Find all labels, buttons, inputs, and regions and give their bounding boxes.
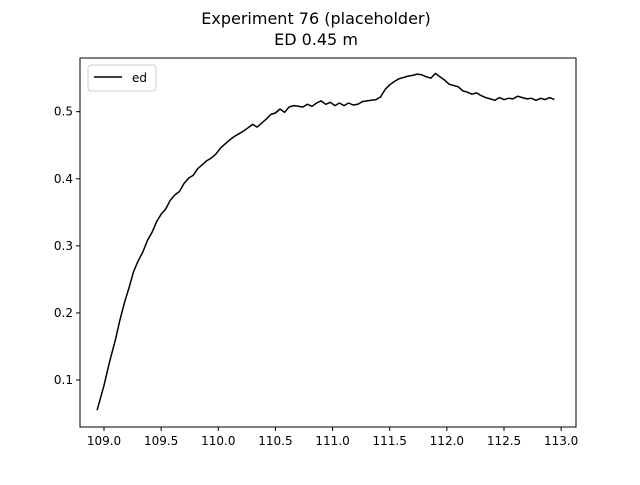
y-tick-label: 0.3 <box>54 239 73 253</box>
y-tick-label: 0.2 <box>54 306 73 320</box>
chart-subtitle: ED 0.45 m <box>274 30 358 49</box>
x-tick-label: 111.0 <box>315 434 349 448</box>
axes-frame <box>79 57 577 428</box>
plot-area <box>96 72 555 411</box>
y-tick-label: 0.5 <box>54 105 73 119</box>
x-tick-label: 112.5 <box>487 434 521 448</box>
x-tick-label: 109.0 <box>87 434 121 448</box>
y-tick-label: 0.1 <box>54 373 73 387</box>
legend-label-ed: ed <box>132 71 147 85</box>
chart-title: Experiment 76 (placeholder) <box>201 9 430 28</box>
x-tick-label: 111.5 <box>373 434 407 448</box>
x-tick-label: 112.0 <box>430 434 464 448</box>
y-tick-label: 0.4 <box>54 172 73 186</box>
legend: ed <box>87 64 157 92</box>
x-tick-label: 110.0 <box>201 434 235 448</box>
y-axis: 0.1 0.2 0.3 0.4 0.5 <box>54 105 80 387</box>
legend-box <box>87 64 157 92</box>
x-axis: 109.0 109.5 110.0 110.5 111.0 111.5 112.0 112.5… <box>87 427 578 448</box>
series-line-ed <box>96 72 555 411</box>
x-tick-label: 113.0 <box>544 434 578 448</box>
x-tick-label: 110.5 <box>258 434 292 448</box>
x-tick-label: 109.5 <box>144 434 178 448</box>
